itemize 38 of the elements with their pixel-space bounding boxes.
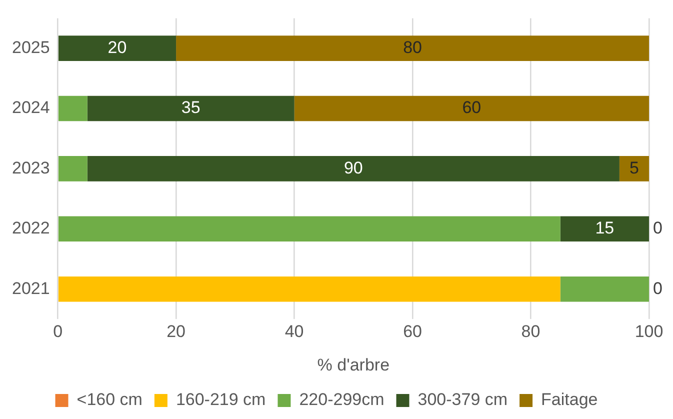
bar bbox=[58, 156, 88, 182]
x-tick-label: 60 bbox=[403, 322, 422, 342]
data-label: 90 bbox=[344, 158, 363, 178]
x-tick-label: 20 bbox=[166, 322, 186, 342]
bar bbox=[619, 156, 649, 182]
x-tick-label: 40 bbox=[284, 322, 304, 342]
data-label: 20 bbox=[108, 38, 127, 57]
bar bbox=[87, 96, 294, 122]
bar bbox=[58, 36, 176, 61]
bar bbox=[58, 216, 560, 242]
bar bbox=[560, 276, 649, 302]
legend-label: 300-379 cm bbox=[418, 390, 508, 410]
data-label: 80 bbox=[403, 38, 422, 57]
data-label: 60 bbox=[462, 98, 482, 118]
x-axis-title: % d'arbre bbox=[317, 355, 390, 374]
x-tick-label: 0 bbox=[53, 322, 63, 342]
bar bbox=[294, 96, 649, 122]
bar bbox=[87, 156, 620, 182]
bar bbox=[560, 216, 649, 242]
y-tick-label: 2021 bbox=[12, 278, 50, 298]
data-label: 15 bbox=[595, 218, 614, 238]
data-label: 0 bbox=[653, 278, 662, 298]
legend-label: 220-299cm bbox=[299, 390, 384, 410]
data-label: 0 bbox=[653, 218, 662, 238]
legend-label: Faitage bbox=[541, 390, 598, 410]
data-label: 35 bbox=[181, 98, 200, 118]
y-tick-label: 2025 bbox=[12, 38, 50, 57]
y-tick-label: 2023 bbox=[12, 158, 50, 178]
y-tick-label: 2024 bbox=[12, 98, 50, 118]
bar bbox=[58, 96, 88, 122]
legend-label: 160-219 cm bbox=[176, 390, 266, 410]
legend-label: <160 cm bbox=[76, 390, 142, 410]
x-tick-label: 100 bbox=[634, 322, 664, 342]
bar bbox=[58, 276, 560, 302]
bar bbox=[176, 36, 649, 61]
y-tick-label: 2022 bbox=[12, 218, 50, 238]
data-label: 5 bbox=[629, 158, 639, 178]
x-tick-label: 80 bbox=[521, 322, 540, 342]
